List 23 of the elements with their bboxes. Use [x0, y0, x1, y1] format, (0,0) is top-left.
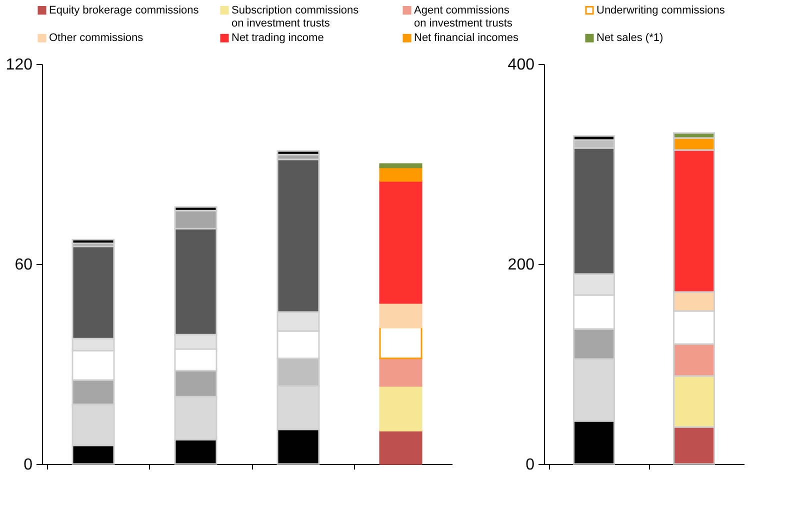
- y-tick-label: 120: [6, 56, 33, 74]
- bar: [379, 358, 422, 387]
- legend-label: Equity brokerage commissions: [49, 4, 200, 16]
- bar: [379, 163, 422, 168]
- y-tick-label: 60: [14, 256, 33, 274]
- legend-label: Agent commissions on investment trusts: [414, 4, 513, 30]
- bar: [379, 430, 422, 465]
- legend-label: Net sales (*1): [596, 32, 664, 44]
- legend-label: Net trading income: [232, 32, 324, 44]
- legend-label: Underwriting commissions: [596, 4, 726, 16]
- bar: [379, 385, 422, 432]
- legend-label: Other commissions: [49, 32, 144, 44]
- bar: [72, 238, 115, 244]
- bar: [379, 326, 422, 360]
- legend-label: Subscription commissions on investment trusts: [232, 4, 360, 30]
- y-tick-label: 400: [508, 56, 535, 74]
- bar: [379, 180, 422, 304]
- y-tick-label: 0: [24, 456, 33, 474]
- bar: [379, 166, 422, 182]
- y-tick-label: 200: [508, 256, 535, 274]
- legend-label: Net financial incomes: [414, 32, 520, 44]
- y-tick-label: 0: [526, 456, 535, 474]
- bar: [379, 302, 422, 328]
